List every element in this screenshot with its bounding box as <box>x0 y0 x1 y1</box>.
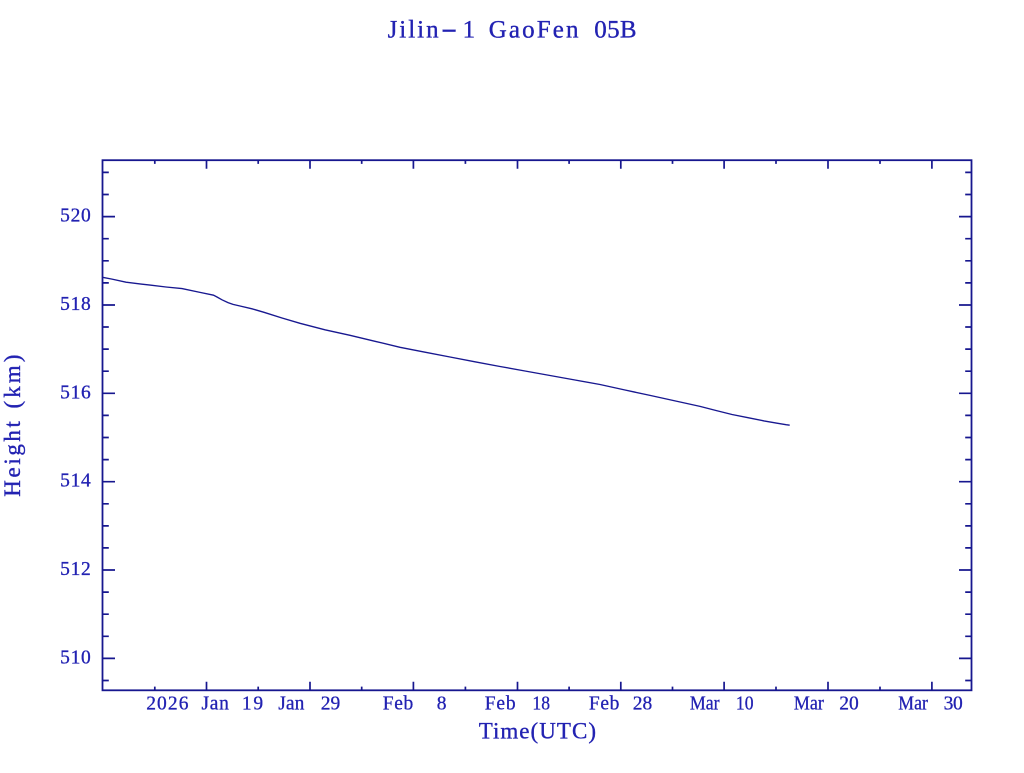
svg-text:05B: 05B <box>594 16 636 43</box>
svg-text:Feb: Feb <box>485 694 516 715</box>
svg-text:2026: 2026 <box>146 694 189 715</box>
svg-text:518: 518 <box>60 294 91 315</box>
svg-text:GaoFen: GaoFen <box>489 16 579 43</box>
svg-text:Feb: Feb <box>383 694 414 715</box>
svg-text:8: 8 <box>437 694 447 715</box>
svg-text:18: 18 <box>532 694 550 715</box>
svg-text:29: 29 <box>321 694 341 715</box>
svg-text:Mar: Mar <box>898 694 928 715</box>
svg-text:Jan: Jan <box>278 694 304 715</box>
svg-text:Jilin: Jilin <box>388 16 440 43</box>
svg-text:30: 30 <box>944 694 963 715</box>
svg-text:Mar: Mar <box>794 694 824 715</box>
svg-text:19: 19 <box>242 694 263 715</box>
svg-text:Feb: Feb <box>589 694 620 715</box>
svg-text:20: 20 <box>839 694 859 715</box>
svg-text:520: 520 <box>60 206 91 227</box>
svg-text:Time(UTC): Time(UTC) <box>479 719 596 744</box>
svg-text:Height: Height <box>0 420 25 496</box>
svg-text:1: 1 <box>463 16 476 43</box>
svg-text:516: 516 <box>60 382 91 403</box>
svg-text:514: 514 <box>60 471 91 492</box>
svg-text:10: 10 <box>736 694 754 715</box>
svg-text:510: 510 <box>60 647 91 668</box>
svg-text:Mar: Mar <box>690 694 720 715</box>
svg-text:Jan: Jan <box>202 694 230 715</box>
svg-text:512: 512 <box>60 559 91 580</box>
svg-text:28: 28 <box>633 694 653 715</box>
